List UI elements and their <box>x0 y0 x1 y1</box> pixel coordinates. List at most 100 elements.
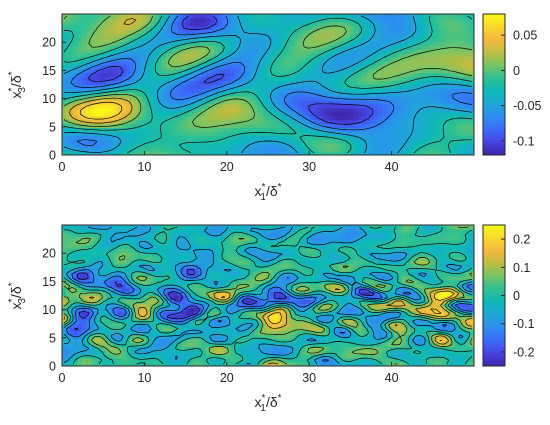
heatmap-cell <box>286 143 291 148</box>
heatmap-cell <box>98 104 103 109</box>
heatmap-cell <box>242 127 247 132</box>
heatmap-cell <box>174 21 179 27</box>
heatmap-cell <box>182 127 187 132</box>
heatmap-cell <box>238 338 243 343</box>
heatmap-cell <box>210 14 215 19</box>
heatmap-cell <box>318 338 323 343</box>
heatmap-cell <box>190 326 195 332</box>
heatmap-cell <box>266 108 271 113</box>
heatmap-cell <box>350 80 355 85</box>
heatmap-cell <box>230 338 235 343</box>
heatmap-cell <box>94 80 99 85</box>
heatmap-cell <box>334 334 339 339</box>
heatmap-cell <box>70 80 75 85</box>
heatmap-cell <box>270 111 275 117</box>
heatmap-cell <box>182 135 187 140</box>
heatmap-cell <box>422 330 427 336</box>
heatmap-cell <box>390 135 395 140</box>
heatmap-cell <box>410 14 415 19</box>
heatmap-cell <box>394 119 399 125</box>
heatmap-cell <box>130 25 135 31</box>
heatmap-cell <box>438 72 443 78</box>
heatmap-cell <box>314 342 319 347</box>
heatmap-cell <box>250 96 255 101</box>
heatmap-cell <box>302 49 307 54</box>
heatmap-cell <box>122 14 127 19</box>
heatmap-cell <box>162 80 167 85</box>
heatmap-cell <box>414 131 419 136</box>
heatmap-cell <box>122 45 127 50</box>
heatmap-cell <box>106 135 111 140</box>
heatmap-cell <box>138 92 143 97</box>
heatmap-cell <box>262 123 267 128</box>
heatmap-cell <box>454 139 459 144</box>
heatmap-cell <box>246 76 251 81</box>
heatmap-cell <box>62 88 67 93</box>
heatmap-cell <box>406 100 411 105</box>
heatmap-cell <box>202 53 207 58</box>
heatmap-cell <box>78 330 83 336</box>
heatmap-cell <box>126 45 131 50</box>
heatmap-cell <box>442 25 447 31</box>
heatmap-cell <box>186 61 191 66</box>
heatmap-cell <box>270 119 275 125</box>
heatmap-cell <box>378 33 383 38</box>
heatmap-cell <box>290 49 295 54</box>
heatmap-cell <box>370 115 375 121</box>
heatmap-cell <box>374 61 379 66</box>
heatmap-cell <box>414 354 419 359</box>
heatmap-cell <box>342 123 347 128</box>
heatmap-cell <box>450 21 455 27</box>
heatmap-cell <box>86 131 91 136</box>
heatmap-cell <box>342 104 347 109</box>
heatmap-cell <box>462 61 467 66</box>
heatmap-cell <box>250 33 255 38</box>
heatmap-cell <box>98 92 103 97</box>
heatmap-cell <box>258 104 263 109</box>
heatmap-cell <box>178 72 183 78</box>
heatmap-cell <box>146 151 151 156</box>
heatmap-cell <box>286 53 291 58</box>
heatmap-cell <box>74 96 79 101</box>
heatmap-cell <box>278 41 283 46</box>
heatmap-cell <box>270 151 275 156</box>
heatmap-cell <box>306 362 311 367</box>
heatmap-cell <box>186 49 191 54</box>
heatmap-cell <box>166 115 171 121</box>
heatmap-cell <box>318 123 323 128</box>
heatmap-cell <box>370 330 375 336</box>
heatmap-cell <box>274 135 279 140</box>
heatmap-cell <box>90 25 95 31</box>
heatmap-cell <box>386 57 391 62</box>
heatmap-cell <box>258 61 263 66</box>
heatmap-cell <box>174 358 179 363</box>
heatmap-cell <box>342 14 347 19</box>
heatmap-cell <box>470 338 475 343</box>
heatmap-cell <box>166 53 171 58</box>
heatmap-cell <box>318 346 323 351</box>
heatmap-cell <box>134 104 139 109</box>
heatmap-cell <box>382 104 387 109</box>
heatmap-cell <box>194 76 199 81</box>
heatmap-cell <box>154 115 159 121</box>
heatmap-cell <box>174 123 179 128</box>
heatmap-cell <box>218 17 223 23</box>
heatmap-cell <box>154 330 159 336</box>
heatmap-cell <box>366 49 371 54</box>
heatmap-cell <box>198 53 203 58</box>
heatmap-cell <box>362 61 367 66</box>
heatmap-cell <box>302 358 307 363</box>
heatmap-cell <box>398 96 403 101</box>
heatmap-cell <box>310 326 315 332</box>
heatmap-cell <box>174 41 179 46</box>
heatmap-cell <box>210 84 215 89</box>
heatmap-cell <box>166 350 171 355</box>
heatmap-cell <box>270 131 275 136</box>
heatmap-cell <box>430 45 435 50</box>
heatmap-cell <box>122 17 127 23</box>
heatmap-cell <box>410 338 415 343</box>
heatmap-cell <box>262 108 267 113</box>
heatmap-cell <box>254 49 259 54</box>
heatmap-cell <box>278 25 283 31</box>
heatmap-cell <box>442 41 447 46</box>
